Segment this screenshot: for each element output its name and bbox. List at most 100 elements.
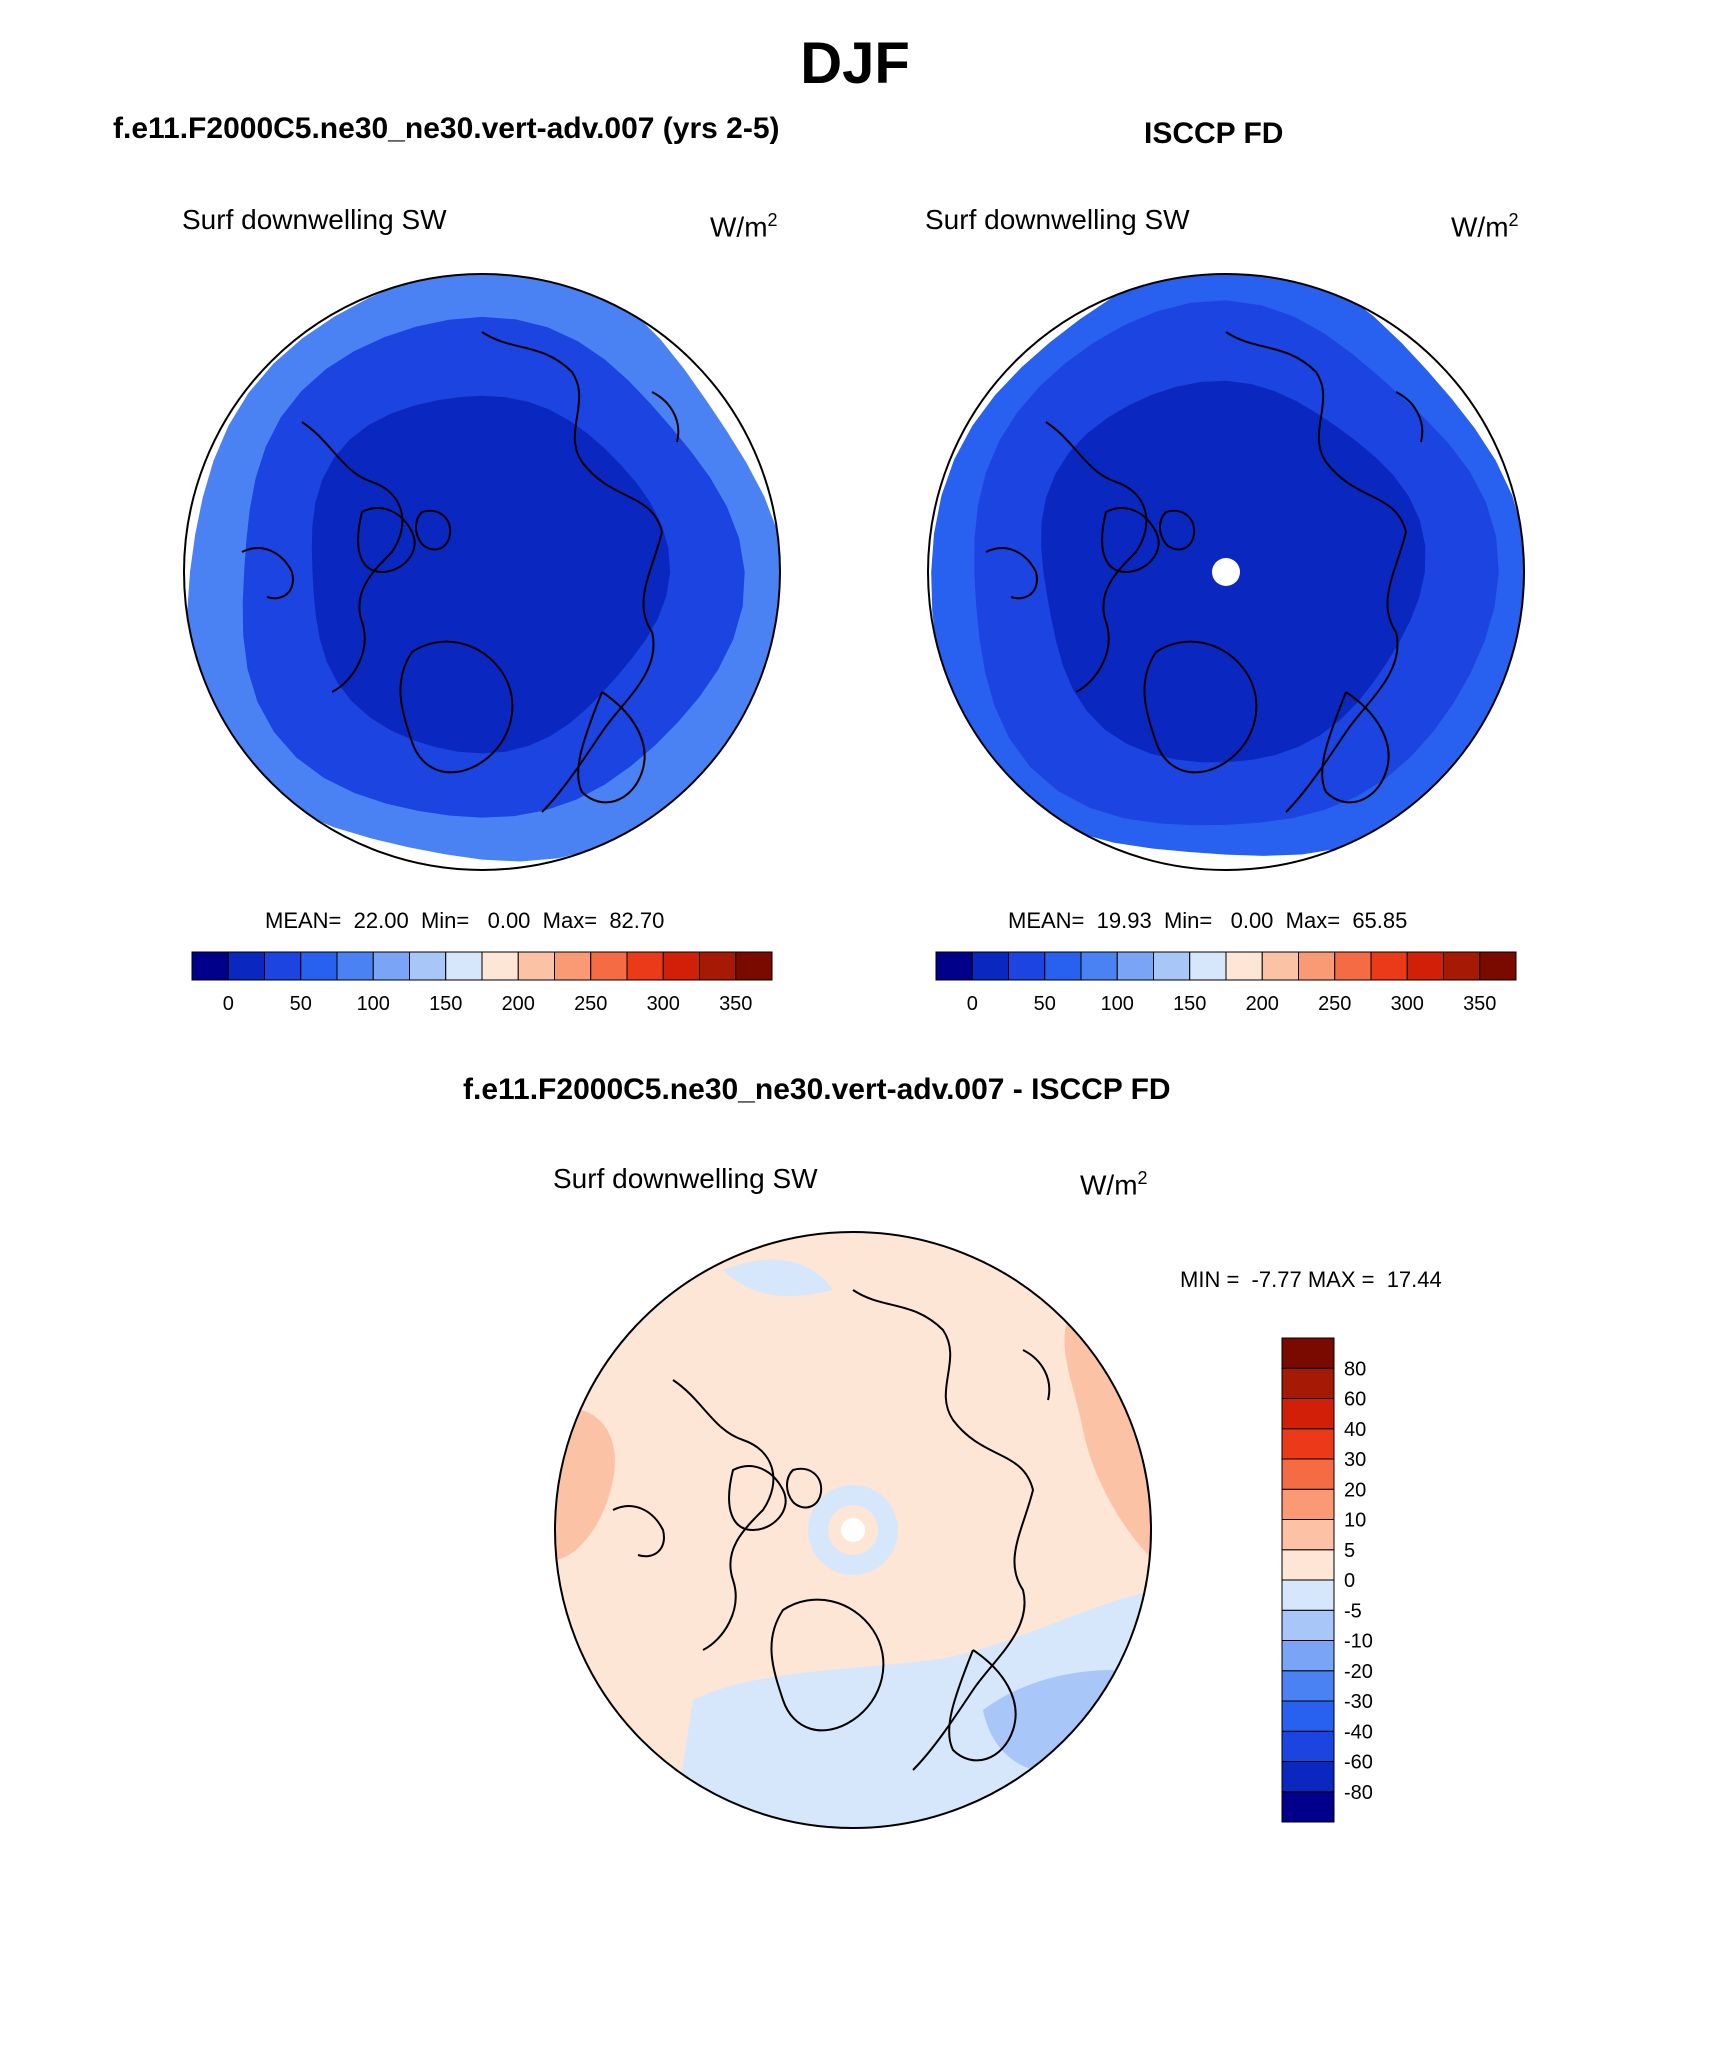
colorbar-tick-label: 60 — [1344, 1389, 1366, 1411]
colorbar-swatch — [1281, 1337, 1335, 1369]
coastline-1 — [301, 421, 404, 693]
colorbar-swatch — [1334, 951, 1372, 981]
colorbar-tick-label: 0 — [1344, 1570, 1355, 1592]
coastline-1 — [672, 1379, 775, 1651]
colorbar-swatch — [1281, 1700, 1335, 1732]
colorbar-swatch — [1281, 1761, 1335, 1793]
panel-3-polar-map — [554, 1231, 1152, 1829]
colorbar-swatch — [1225, 951, 1263, 981]
colorbar-swatch — [1281, 1458, 1335, 1490]
colorbar-swatch — [626, 951, 664, 981]
colorbar-swatch — [1443, 951, 1481, 981]
colorbar-tick-label: 20 — [1344, 1479, 1366, 1501]
colorbar-swatch — [554, 951, 592, 981]
colorbar-swatch — [1370, 951, 1408, 981]
colorbar-tick-label: -40 — [1344, 1721, 1373, 1743]
panel-1-variable-label: Surf downwelling SW — [182, 204, 447, 235]
coastline-2 — [1143, 640, 1258, 774]
colorbar-tick-label: 200 — [502, 993, 535, 1015]
colorbar-tick-label: 250 — [574, 993, 607, 1015]
panel-1-stats: MEAN= 22.00 Min= 0.00 Max= 82.70 — [265, 908, 665, 933]
panel-3-stats: MIN = -7.77 MAX = 17.44 — [1180, 1267, 1442, 1292]
map-boundary — [183, 273, 781, 871]
colorbar-tick-label: 150 — [429, 993, 462, 1015]
coastline-2 — [770, 1598, 885, 1732]
colorbar-swatch — [1044, 951, 1082, 981]
field-region-4 — [555, 1408, 615, 1560]
colorbar-swatch — [1281, 1670, 1335, 1702]
colorbar-swatch — [735, 951, 773, 981]
colorbar-swatch — [1298, 951, 1336, 981]
coastline-4 — [1101, 507, 1160, 574]
panel-2-title: ISCCP FD — [1144, 117, 1284, 150]
colorbar-tick-label: 350 — [719, 993, 752, 1015]
colorbar-tick-label: 200 — [1246, 993, 1279, 1015]
colorbar-tick-label: 300 — [647, 993, 680, 1015]
colorbar-swatch — [300, 951, 338, 981]
colorbar-swatch — [971, 951, 1009, 981]
colorbar-tick-label: -80 — [1344, 1782, 1373, 1804]
panel-1-polar-map — [183, 273, 781, 871]
coastline-7 — [1395, 391, 1424, 443]
coastline-0 — [1225, 331, 1408, 813]
colorbar-tick-label: 300 — [1391, 993, 1424, 1015]
field-region-5 — [1064, 1310, 1151, 1560]
panel-2-stats: MEAN= 19.93 Min= 0.00 Max= 65.85 — [1008, 908, 1408, 933]
colorbar-tick-label: 30 — [1344, 1449, 1366, 1471]
coastline-7 — [1022, 1349, 1051, 1401]
colorbar-tick-label: 100 — [1101, 993, 1134, 1015]
colorbar-swatch — [517, 951, 555, 981]
colorbar-tick-label: 150 — [1173, 993, 1206, 1015]
coastline-6 — [612, 1505, 665, 1558]
page-title: DJF — [800, 31, 910, 96]
colorbar-swatch — [699, 951, 737, 981]
colorbar-swatch — [1281, 1549, 1335, 1581]
missing-data-pole — [841, 1518, 865, 1542]
colorbar-tick-label: -60 — [1344, 1752, 1373, 1774]
panel-2-variable-label: Surf downwelling SW — [925, 204, 1190, 235]
colorbar-tick-label: -5 — [1344, 1600, 1362, 1622]
coastline-0 — [481, 331, 664, 813]
panel-1-colorbar: 0 50 100 150 200 250 300 350 — [191, 951, 773, 1015]
coastline-4 — [357, 507, 416, 574]
field-region-6 — [723, 1259, 833, 1296]
coastline-5 — [786, 1467, 823, 1509]
coastline-6 — [241, 547, 294, 600]
missing-data-pole — [1212, 558, 1240, 586]
colorbar-swatch — [1281, 1609, 1335, 1641]
colorbar-swatch — [1281, 1398, 1335, 1430]
colorbar-swatch — [662, 951, 700, 981]
coastline-5 — [415, 509, 452, 551]
colorbar-tick-label: 250 — [1318, 993, 1351, 1015]
colorbar-tick-label: 50 — [1034, 993, 1056, 1015]
colorbar-tick-label: 10 — [1344, 1510, 1366, 1532]
colorbar-tick-label: 5 — [1344, 1540, 1355, 1562]
colorbar-swatch — [1189, 951, 1227, 981]
colorbar-swatch — [590, 951, 628, 981]
colorbar-tick-label: 40 — [1344, 1419, 1366, 1441]
panel-2-colorbar: 0 50 100 150 200 250 300 350 — [935, 951, 1517, 1015]
colorbar-swatch — [1281, 1488, 1335, 1520]
colorbar-swatch — [935, 951, 973, 981]
colorbar-tick-label: 80 — [1344, 1358, 1366, 1380]
colorbar-swatch — [227, 951, 265, 981]
colorbar-tick-label: 50 — [290, 993, 312, 1015]
colorbar-swatch — [1281, 1640, 1335, 1672]
colorbar-tick-label: 100 — [357, 993, 390, 1015]
colorbar-swatch — [1281, 1730, 1335, 1762]
coastline-2 — [399, 640, 514, 774]
panel-3-title: f.e11.F2000C5.ne30_ne30.vert-adv.007 - I… — [463, 1073, 1171, 1106]
field-band-3 — [394, 485, 574, 665]
colorbar-tick-label: -20 — [1344, 1661, 1373, 1683]
coastline-0 — [852, 1289, 1035, 1771]
coastline-7 — [651, 391, 680, 443]
colorbar-swatch — [1281, 1579, 1335, 1611]
panel-1-units-label: W/m2 — [710, 210, 778, 243]
colorbar-swatch — [1281, 1791, 1335, 1823]
map-boundary — [927, 273, 1525, 871]
colorbar-swatch — [481, 951, 519, 981]
coastline-4 — [728, 1465, 787, 1532]
panel-1-title: f.e11.F2000C5.ne30_ne30.vert-adv.007 (yr… — [113, 112, 780, 145]
colorbar-swatch — [264, 951, 302, 981]
panel-3-colorbar: -80 -60 -40 -30 -20 -10 -5 0 5 10 20 30 40 60 80 — [1281, 1337, 1373, 1823]
